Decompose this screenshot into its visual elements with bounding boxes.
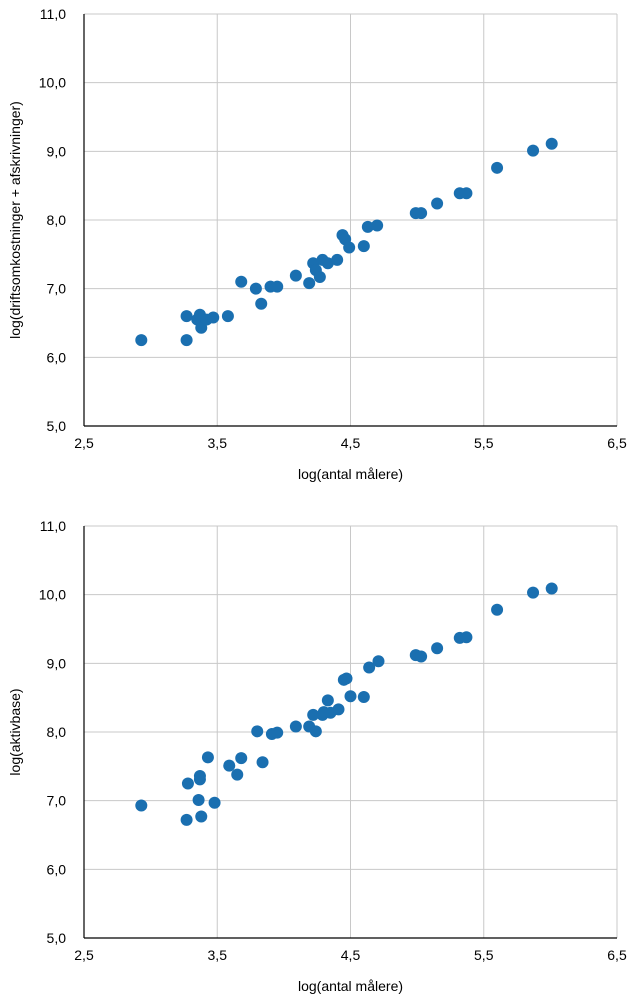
y-tick-label: 9,0	[47, 143, 67, 159]
data-point	[235, 275, 248, 288]
data-point	[180, 334, 193, 347]
data-point	[460, 631, 473, 644]
x-tick-label: 4,5	[341, 435, 361, 451]
x-tick-label: 5,5	[474, 435, 494, 451]
x-tick-label: 2,5	[74, 435, 94, 451]
y-axis-title: log(aktivbase)	[7, 688, 23, 775]
data-point	[431, 642, 444, 655]
y-tick-label: 7,0	[47, 281, 67, 297]
data-point	[313, 270, 326, 283]
data-point	[372, 655, 385, 668]
data-point	[255, 297, 268, 310]
x-tick-label: 4,5	[341, 947, 361, 963]
data-point	[135, 799, 148, 812]
y-tick-label: 11,0	[40, 6, 66, 22]
y-tick-label: 5,0	[47, 418, 67, 434]
y-tick-label: 8,0	[47, 724, 67, 740]
data-point	[208, 796, 221, 809]
y-tick-label: 5,0	[47, 930, 67, 946]
data-point	[321, 694, 334, 707]
data-point	[195, 810, 208, 823]
data-point	[235, 752, 248, 765]
x-tick-label: 5,5	[474, 947, 494, 963]
data-point	[357, 240, 370, 253]
data-point	[289, 269, 302, 282]
data-point	[309, 725, 322, 738]
x-axis-title: log(antal målere)	[298, 466, 403, 482]
data-point	[415, 650, 428, 663]
data-point	[249, 282, 262, 295]
data-point	[271, 280, 284, 293]
x-tick-label: 6,5	[607, 947, 627, 963]
data-point	[340, 672, 353, 685]
data-point	[545, 137, 558, 150]
data-point	[321, 257, 334, 270]
y-axis-title: log(driftsomkostninger + afskrivninger)	[7, 101, 23, 339]
data-point	[193, 769, 206, 782]
x-tick-label: 3,5	[208, 947, 228, 963]
scatter-chart-asset-base: 2,5 3,5 4,5 5,5 6,5 5,0 6,0 7,0 8,0 9,0 10,0 11,0 lo…	[7, 518, 627, 994]
data-point	[180, 813, 193, 826]
data-point	[332, 703, 345, 716]
data-point	[223, 759, 236, 772]
data-point	[431, 197, 444, 210]
data-point	[271, 726, 284, 739]
data-point	[256, 756, 269, 769]
data-point	[331, 253, 344, 266]
x-axis-title: log(antal målere)	[298, 978, 403, 994]
y-tick-label: 10,0	[39, 75, 66, 91]
y-tick-label: 8,0	[47, 212, 67, 228]
data-point	[221, 310, 234, 323]
data-point	[343, 241, 356, 254]
x-tick-label: 3,5	[208, 435, 228, 451]
y-tick-label: 9,0	[47, 655, 67, 671]
x-tick-label: 6,5	[607, 435, 627, 451]
y-tick-label: 7,0	[47, 793, 67, 809]
data-point	[231, 768, 244, 781]
data-point	[527, 144, 540, 157]
data-point	[207, 311, 220, 324]
data-point	[251, 725, 264, 738]
data-point	[545, 582, 558, 595]
data-point	[344, 690, 357, 703]
data-point	[135, 334, 148, 347]
data-point	[527, 586, 540, 599]
data-point	[180, 310, 193, 323]
y-tick-label: 6,0	[47, 861, 67, 877]
data-point	[491, 603, 504, 616]
data-point	[307, 708, 320, 721]
y-tick-label: 11,0	[40, 518, 66, 534]
x-tick-label: 2,5	[74, 947, 94, 963]
data-point	[371, 219, 384, 232]
data-point	[491, 161, 504, 174]
data-point	[303, 277, 316, 290]
data-point	[357, 690, 370, 703]
data-point	[201, 751, 214, 764]
data-point	[181, 777, 194, 790]
data-point	[289, 720, 302, 733]
data-point	[460, 187, 473, 200]
scatter-chart-costs: 2,5 3,5 4,5 5,5 6,5 5,0 6,0 7,0 8,0 9,0 10,0 11,0 lo…	[7, 6, 627, 482]
y-tick-label: 6,0	[47, 349, 67, 365]
y-tick-label: 10,0	[39, 587, 66, 603]
data-point	[415, 207, 428, 220]
data-point	[192, 793, 205, 806]
data-point	[361, 220, 374, 233]
data-point	[363, 661, 376, 674]
